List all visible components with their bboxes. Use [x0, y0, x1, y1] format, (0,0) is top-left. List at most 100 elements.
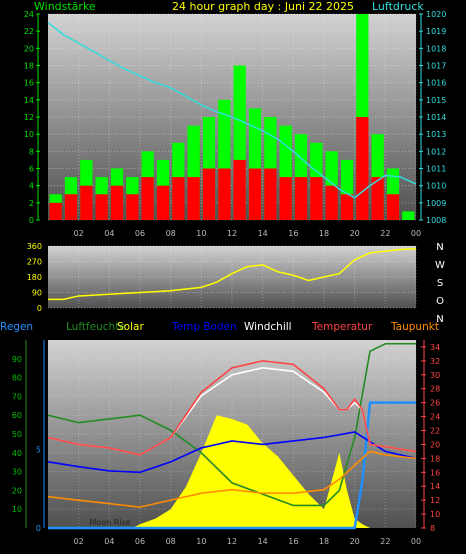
wind-bar	[279, 177, 292, 220]
hour-tick-label: 00	[411, 229, 421, 238]
wind-bar	[80, 185, 93, 220]
pressure-tick-label: 1008	[426, 216, 446, 225]
hour-tick-label: 04	[104, 229, 114, 238]
pressure-tick-label: 1018	[426, 44, 446, 53]
temperature-tick-label: 10	[430, 510, 440, 519]
wind-bar	[95, 194, 108, 220]
temperature-tick-label: 30	[430, 371, 440, 380]
wind-bar	[202, 168, 216, 220]
humidity-tick-label: 40	[12, 449, 22, 458]
hour-tick-label: 02	[74, 229, 84, 238]
hour-tick-label: 16	[288, 229, 298, 238]
compass-label: N	[436, 242, 443, 253]
hour-tick-label: 08	[166, 229, 176, 238]
temperature-tick-label: 14	[430, 482, 440, 491]
temperature-tick-label: 20	[430, 440, 440, 449]
wind-bar	[371, 177, 384, 220]
pressure-tick-label: 1016	[426, 79, 446, 88]
wind-bar	[156, 185, 170, 220]
wind-bar	[325, 185, 338, 220]
legend-item: Taupunkt	[390, 321, 439, 333]
wind-bar	[233, 159, 246, 220]
regen-line	[48, 401, 416, 530]
hour-tick-label: 22	[380, 229, 390, 238]
hour-tick-label: 00	[411, 537, 421, 546]
temperature-tick-label: 24	[430, 413, 440, 422]
solar-area	[48, 415, 416, 528]
legend-item: Luftfeuchte	[66, 321, 126, 333]
wind-tick-label: 18	[24, 62, 34, 71]
temp-boden-line	[47, 431, 417, 474]
compass-label: O	[436, 296, 444, 307]
hour-tick-label: 14	[258, 537, 268, 546]
direction-tick-label: 90	[32, 289, 42, 298]
pressure-axis-title: Luftdruck	[372, 0, 424, 13]
pressure-tick-label: 1020	[426, 10, 446, 19]
hour-tick-label: 12	[227, 537, 237, 546]
wind-tick-label: 24	[24, 10, 34, 19]
temperature-tick-label: 8	[430, 524, 435, 533]
wind-bar	[64, 194, 78, 220]
wind-bar	[110, 185, 124, 220]
wind-bar	[218, 168, 231, 220]
temperatur-line	[47, 360, 417, 456]
compass-label: W	[435, 260, 445, 271]
hour-tick-label: 16	[288, 537, 298, 546]
wind-bar	[310, 177, 323, 220]
wind-tick-label: 0	[29, 216, 34, 225]
humidity-tick-label: 50	[12, 430, 22, 439]
wind-bar	[402, 211, 415, 220]
pressure-tick-label: 1015	[426, 96, 446, 105]
hour-tick-label: 20	[350, 537, 360, 546]
wind-tick-label: 10	[24, 130, 34, 139]
hour-tick-label: 06	[135, 229, 145, 238]
wind-bar	[49, 202, 62, 220]
hour-tick-label: 20	[350, 229, 360, 238]
hour-tick-label: 18	[319, 537, 329, 546]
wind-tick-label: 8	[29, 147, 34, 156]
luftfeuchte-line	[47, 342, 416, 507]
temperature-tick-label: 32	[430, 357, 440, 366]
wind-direction-panel	[48, 246, 416, 308]
legend-item: Temp Boden	[171, 321, 237, 333]
wind-bar	[340, 194, 354, 220]
humidity-tick-label: 80	[12, 374, 22, 383]
humidity-tick-label: 60	[12, 411, 22, 420]
wind-axis-title: Windstärke	[34, 0, 96, 13]
compass-label: N	[436, 314, 443, 325]
wind-tick-label: 16	[24, 79, 34, 88]
direction-tick-label: 360	[27, 242, 42, 251]
humidity-tick-label: 10	[12, 505, 22, 514]
wind-bar	[294, 177, 308, 220]
wind-bar	[386, 194, 400, 220]
legend-item: Regen	[0, 321, 33, 333]
pressure-tick-label: 1013	[426, 130, 446, 139]
chart-title: 24 hour graph day : Juni 22 2025	[172, 0, 354, 13]
pressure-tick-label: 1011	[426, 165, 446, 174]
temperature-tick-label: 28	[430, 385, 440, 394]
wind-bar	[187, 177, 200, 220]
wind-bar	[126, 194, 139, 220]
compass-label: S	[437, 278, 443, 289]
pressure-line	[47, 21, 417, 199]
rain-tick-label: 0	[36, 524, 41, 533]
wind-tick-label: 2	[29, 199, 34, 208]
hour-tick-label: 10	[196, 229, 206, 238]
wind-bar	[141, 177, 154, 220]
pressure-tick-label: 1017	[426, 62, 446, 71]
humidity-tick-label: 20	[12, 486, 22, 495]
hour-tick-label: 12	[227, 229, 237, 238]
wind-bar	[248, 168, 262, 220]
wind-tick-label: 12	[24, 113, 34, 122]
wind-direction-line	[48, 247, 417, 301]
hour-tick-label: 18	[319, 229, 329, 238]
rain-tick-label: 5	[36, 446, 41, 455]
hour-tick-label: 08	[166, 537, 176, 546]
wind-tick-label: 14	[24, 96, 34, 105]
temperature-tick-label: 16	[430, 468, 440, 477]
hour-tick-label: 14	[258, 229, 268, 238]
taupunkt-line	[47, 450, 417, 508]
legend-item: Windchill	[244, 321, 292, 333]
temperature-tick-label: 22	[430, 427, 440, 436]
wind-tick-label: 20	[24, 44, 34, 53]
